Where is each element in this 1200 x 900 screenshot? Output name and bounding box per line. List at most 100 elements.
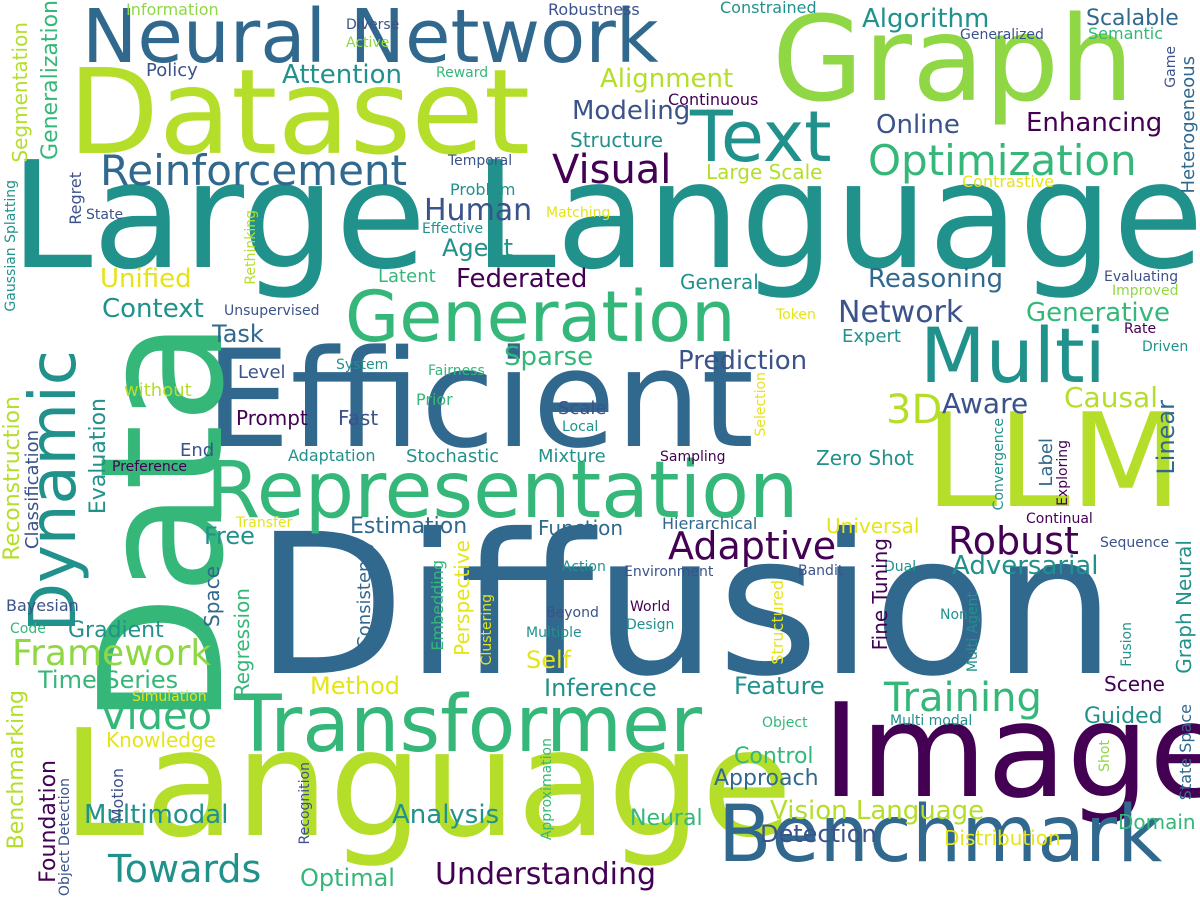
word-without: without [124,380,192,401]
word-vision-language: Vision Language [770,796,985,826]
word-diffusion: Diffusion [255,492,1116,719]
word-policy: Policy [146,60,198,81]
word-clustering: Clustering [479,594,495,666]
word-space: Space [200,566,224,627]
word-dual: Dual [884,559,917,575]
word-action: Action [562,559,606,575]
word-improved: Improved [1112,283,1179,299]
word-code: Code [10,621,46,637]
word-problem: Problem [450,180,516,199]
word-environment: Environment [624,564,714,580]
word-regret: Regret [66,172,85,225]
word-sparse: Sparse [504,342,594,372]
word-time-series: Time Series [38,666,179,694]
word-alignment: Alignment [600,64,734,94]
word-feature: Feature [734,672,825,700]
word-enhancing: Enhancing [1026,108,1163,138]
word-image: Image [822,675,1200,827]
word-gaussian-splatting: Gaussian Splatting [3,180,19,312]
word-matching: Matching [546,205,611,221]
word-state-space: State Space [1176,704,1195,801]
word-non: Non [940,607,968,623]
word-constrained: Constrained [720,0,817,17]
word-rethinking: Rethinking [243,210,259,285]
word-hierarchical: Hierarchical [662,514,758,533]
word-fusion: Fusion [1119,622,1135,667]
word-preference: Preference [112,459,188,475]
word-latent: Latent [378,266,436,287]
word-prediction: Prediction [678,346,808,376]
word-general: General [680,270,759,294]
word-sampling: Sampling [660,449,726,465]
word-object: Object [762,715,808,731]
word-temporal: Temporal [448,153,513,169]
word-3d: 3D [886,387,943,433]
word-inference: Inference [544,674,657,702]
word-stochastic: Stochastic [406,446,500,467]
word-shot: Shot [1097,740,1113,772]
word-scene: Scene [1104,672,1165,696]
word-robustness: Robustness [548,0,640,19]
word-linear: Linear [1152,400,1180,475]
word-continual: Continual [1026,511,1093,527]
word-end: End [180,440,215,461]
word-generative: Generative [1026,298,1171,328]
word-selection: Selection [753,372,769,437]
word-training: Training [884,675,1042,721]
word-detection: Detection [760,820,877,848]
word-sequence: Sequence [1100,535,1170,551]
word-optimal: Optimal [300,864,395,892]
word-perspective: Perspective [450,540,474,656]
word-world: World [630,599,671,615]
word-level: Level [238,362,286,383]
word-algorithm: Algorithm [862,4,990,34]
word-llm: LLM [925,385,1183,537]
word-transformer: Transformer [234,680,703,770]
word-reinforcement: Reinforcement [100,146,408,195]
word-design: Design [626,617,675,633]
word-multi-agent: Multi Agent [965,592,981,673]
word-classification: Classification [22,430,43,550]
word-function: Function [538,516,624,540]
word-approximation: Approximation [539,738,555,841]
word-consistency: Consistency [354,540,375,649]
word-structure: Structure [570,128,664,152]
word-token: Token [776,307,816,323]
word-online: Online [876,110,960,140]
word-generalized: Generalized [960,27,1044,43]
word-fairness: Fairness [428,363,485,379]
word-aware: Aware [942,387,1029,420]
word-regression: Regression [230,588,254,698]
word-convergence: Convergence [991,418,1007,511]
word-embedding: Embedding [428,560,447,651]
word-heterogeneous: Heterogeneous [1178,56,1199,194]
word-efficient: Efficient [205,321,755,478]
word-generalization: Generalization [38,0,63,160]
word-contrastive: Contrastive [962,172,1055,191]
word-adaptive: Adaptive [668,524,837,568]
word-active: Active [346,35,390,51]
word-agent: Agent [442,234,514,262]
word-free: Free [204,522,255,550]
word-reward: Reward [436,65,489,81]
word-benchmark: Benchmark [718,790,1163,880]
word-bandit: Bandit [798,563,844,579]
word-simulation: Simulation [132,689,207,705]
word-distribution: Distribution [944,826,1061,850]
word-scalable: Scalable [1086,6,1179,31]
word-multimodal: Multimodal [84,800,229,830]
word-domain: Domain [1118,810,1196,834]
word-graph-neural: Graph Neural [1172,540,1196,674]
word-context: Context [102,294,204,324]
word-multi: Multi [920,311,1106,400]
word-recognition: Recognition [297,762,313,845]
word-method: Method [310,672,401,700]
word-system: System [336,357,389,373]
word-adaptation: Adaptation [288,446,376,465]
word-fast: Fast [338,406,379,430]
word-universal: Universal [826,514,920,538]
word-zero-shot: Zero Shot [816,446,914,470]
word-rate: Rate [1124,321,1157,337]
word-federated: Federated [456,264,588,294]
